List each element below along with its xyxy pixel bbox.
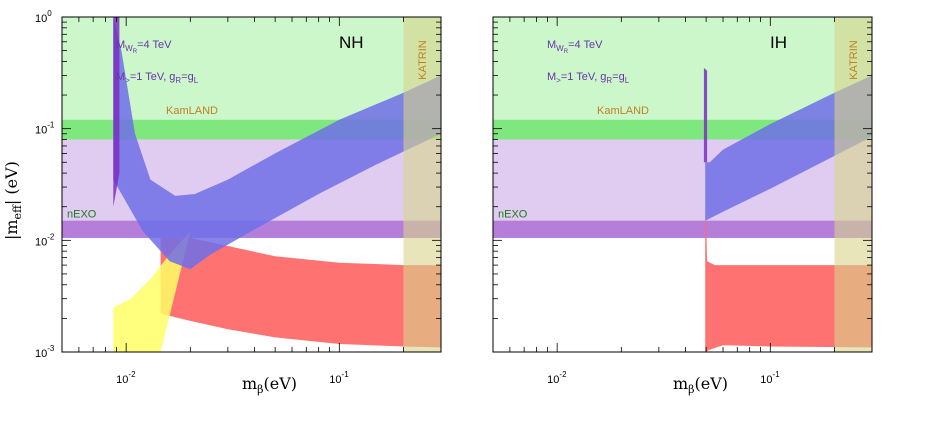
nEXO-band <box>493 220 872 238</box>
series-region <box>160 238 441 348</box>
katrin-label: KATRIN <box>848 40 860 80</box>
plot-frame <box>492 16 873 353</box>
y-tick-label: 10-2 <box>35 232 55 248</box>
annotation-mscale: M>=1 TeV, gR=gL <box>116 71 199 85</box>
series-region <box>703 67 708 163</box>
y-axis-label: |meff| (eV) <box>2 161 24 240</box>
y-tick-label: 10-3 <box>35 344 55 360</box>
x-tick-label: 10-1 <box>760 370 780 386</box>
series-region <box>705 75 872 221</box>
y-tick-label: 10-1 <box>35 121 55 137</box>
annotation-mscale: M>=1 TeV, gR=gL <box>547 71 630 85</box>
nexo-label: nEXO <box>498 209 528 221</box>
ih-panel: KATRIN KamLAND nEXO MWR=4 TeV M>=1 TeV, gR=g… <box>492 16 873 396</box>
nh-panel: KATRIN KamLAND nEXO MWR=4 TeV M>=1 TeV, gR=g… <box>2 9 442 396</box>
plot-area: KATRIN KamLAND nEXO MWR=4 TeV M>=1 TeV, gR=g… <box>62 17 441 352</box>
series-region <box>113 17 120 207</box>
x-tick-label: 10-1 <box>329 370 349 386</box>
plot-area: KATRIN KamLAND nEXO MWR=4 TeV M>=1 TeV, gR=g… <box>493 17 872 352</box>
plot-frame <box>61 16 442 353</box>
annotation-mwr: MWR=4 TeV <box>116 39 172 55</box>
series-region <box>113 17 441 270</box>
series-region <box>705 220 872 352</box>
x-tick-label: 10-2 <box>116 370 136 386</box>
katrin-label: KATRIN <box>417 40 429 80</box>
panel-label: NH <box>339 33 364 52</box>
kamland-label: KamLAND <box>166 105 218 117</box>
katrin-band <box>834 17 872 352</box>
x-tick-label: 10-2 <box>547 370 567 386</box>
x-axis-label: mβ(eV) <box>242 374 297 396</box>
x-axis-label: mβ(eV) <box>673 374 728 396</box>
y-tick-label: 100 <box>35 9 52 25</box>
kamland-label: KamLAND <box>597 105 649 117</box>
nexo-label: nEXO <box>67 209 97 221</box>
annotation-mwr: MWR=4 TeV <box>547 39 603 55</box>
panel-label: IH <box>770 33 787 52</box>
katrin-band <box>403 17 441 352</box>
